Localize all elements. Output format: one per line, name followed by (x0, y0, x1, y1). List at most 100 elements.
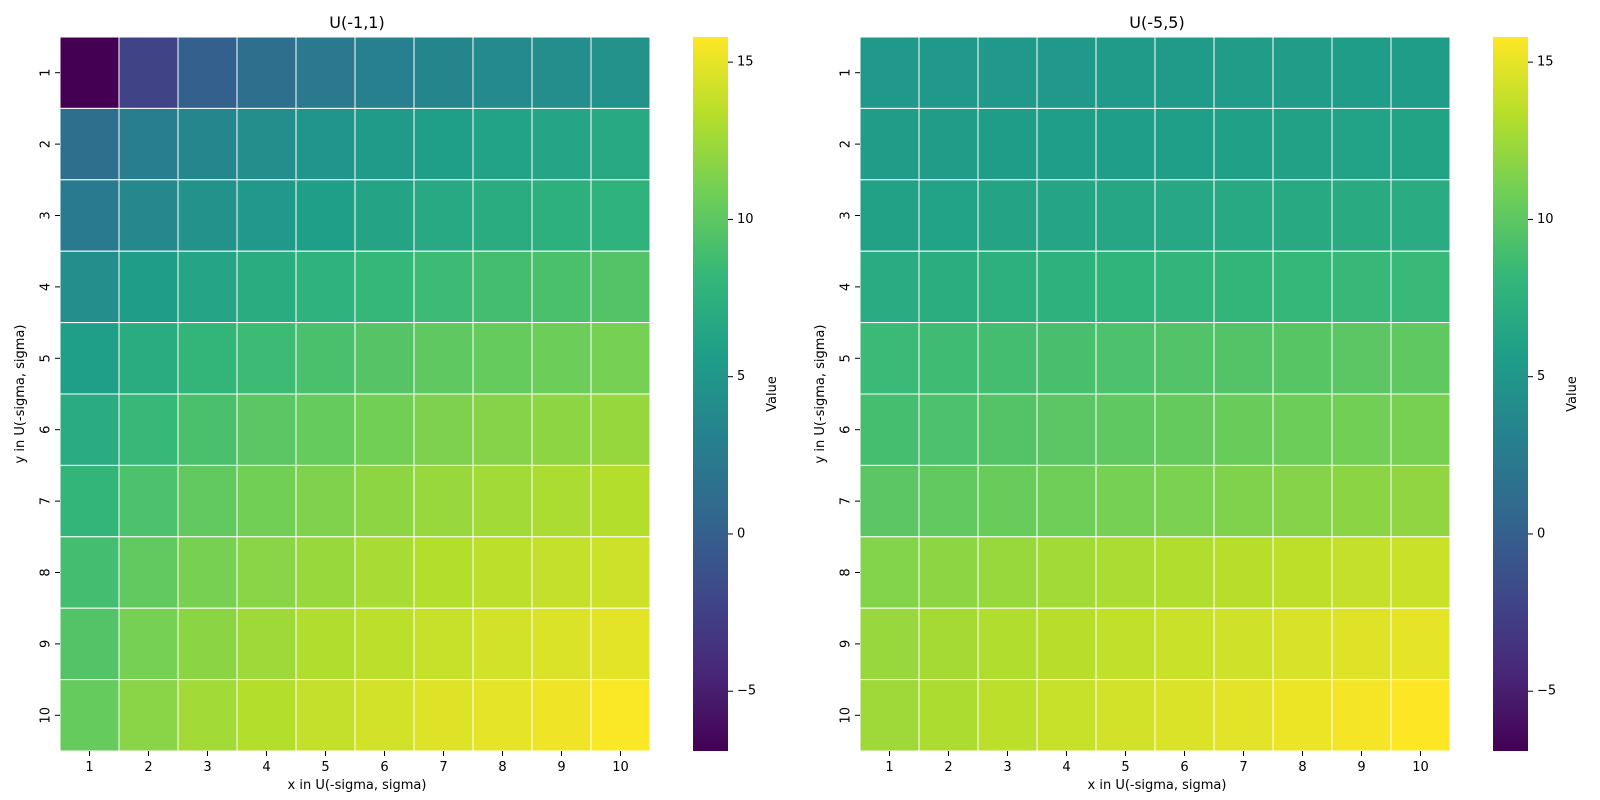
y-tick-label: 2 (39, 140, 54, 148)
heatmap-cell (1036, 250, 1097, 324)
y-tick-label: 6 (839, 426, 854, 434)
x-tick-label: 3 (203, 760, 211, 775)
heatmap-cell (177, 464, 238, 538)
heatmap-cell (472, 393, 533, 466)
heatmap-cell (1095, 179, 1156, 252)
heatmap-cell (354, 464, 415, 538)
heatmap-cell (472, 322, 533, 395)
heatmap-cell (236, 393, 297, 466)
heatmap-cell (531, 107, 592, 181)
heatmap-cell (1154, 679, 1215, 752)
heatmap-cell (1036, 393, 1097, 466)
heatmap-cell (354, 322, 415, 395)
y-tick-label: 3 (39, 211, 54, 219)
heatmap-cell (531, 322, 592, 395)
x-tick-label: 8 (498, 760, 506, 775)
heatmap-cell (918, 536, 979, 609)
heatmap-cell (590, 250, 651, 324)
heatmap-cell (977, 536, 1038, 609)
colorbar-tick-label: −5 (737, 684, 756, 699)
y-tick-label: 6 (39, 426, 54, 434)
heatmap-panel-1: U(-1,1) 1 2 3 4 5 6 7 8 9 10 1 2 3 4 5 6 7 8 9 10 x in U(-… (13, 13, 780, 793)
heatmap-cell (59, 250, 120, 324)
colorbar: −5 0 5 10 15 Value (1493, 37, 1580, 751)
heatmap-cell (1213, 250, 1274, 324)
heatmap-cell (118, 107, 179, 181)
y-tick-label: 1 (839, 69, 854, 77)
heatmap-cell (1390, 536, 1451, 609)
heatmap-cell (118, 607, 179, 681)
heatmap-cell (354, 179, 415, 252)
heatmap-cell (590, 36, 651, 109)
heatmap-cell (1095, 250, 1156, 324)
heatmap-cell (1331, 36, 1392, 109)
heatmap-cell (413, 36, 474, 109)
heatmap-cell (918, 679, 979, 752)
heatmap-cell (590, 107, 651, 181)
y-axis-label: y in U(-sigma, sigma) (13, 325, 28, 464)
heatmap-cell (918, 107, 979, 181)
heatmap-cell (1213, 679, 1274, 752)
heatmap-cell (1095, 679, 1156, 752)
colorbar-tick-label: 10 (737, 212, 754, 227)
heatmap-cell (1213, 393, 1274, 466)
heatmap-cell (413, 107, 474, 181)
heatmap-cell (859, 107, 920, 181)
y-tick-label: 2 (839, 140, 854, 148)
colorbar-ticks: −5 0 5 10 15 (1528, 55, 1556, 699)
heatmap-cell (1095, 464, 1156, 538)
y-tick-label: 4 (839, 283, 854, 291)
x-tick-label: 9 (1357, 760, 1365, 775)
heatmap-cell (977, 250, 1038, 324)
x-tick-label: 10 (612, 760, 629, 775)
heatmap-cell (977, 36, 1038, 109)
heatmap-cell (977, 464, 1038, 538)
heatmap-cell (236, 679, 297, 752)
heatmap-cell (1390, 607, 1451, 681)
heatmap-cell (1390, 322, 1451, 395)
y-tick-label: 5 (839, 354, 854, 362)
y-tick-label: 5 (39, 354, 54, 362)
heatmap-cell (295, 179, 356, 252)
heatmap-cell (118, 322, 179, 395)
heatmap-cell (977, 679, 1038, 752)
heatmap-cell (1331, 250, 1392, 324)
heatmap-cell (59, 179, 120, 252)
chart-title: U(-1,1) (329, 13, 384, 32)
heatmap-cell (859, 36, 920, 109)
x-tick-label: 5 (1121, 760, 1129, 775)
heatmap-panel-2: U(-5,5) 1 2 3 4 5 6 7 8 9 10 1 2 3 4 5 6 7 8 9 10 x in U(-… (813, 13, 1580, 793)
heatmap-cell (59, 679, 120, 752)
y-tick-label: 8 (39, 568, 54, 576)
y-ticks: 1 2 3 4 5 6 7 8 9 10 (839, 69, 860, 724)
y-tick-label: 7 (39, 497, 54, 505)
heatmap-cell (1390, 36, 1451, 109)
x-ticks: 1 2 3 4 5 6 7 8 9 10 (85, 751, 629, 775)
heatmap-cell (859, 536, 920, 609)
heatmap-cell (177, 250, 238, 324)
y-axis-label: y in U(-sigma, sigma) (813, 325, 828, 464)
colorbar-ticks: −5 0 5 10 15 (728, 55, 756, 699)
heatmap-cell (118, 36, 179, 109)
heatmap-cell (1272, 536, 1333, 609)
heatmap-cell (977, 179, 1038, 252)
heatmap-cell (59, 464, 120, 538)
heatmap-cell (413, 679, 474, 752)
heatmap-cell (472, 179, 533, 252)
heatmap-cell (531, 679, 592, 752)
colorbar-tick-label: 0 (737, 526, 745, 541)
heatmap-cell (118, 464, 179, 538)
heatmap-cell (590, 607, 651, 681)
heatmap-cell (295, 607, 356, 681)
heatmap-cell (1036, 179, 1097, 252)
heatmap-cell (859, 393, 920, 466)
x-tick-label: 6 (1180, 760, 1188, 775)
heatmap-cell (1154, 250, 1215, 324)
heatmap-cell (859, 250, 920, 324)
heatmap-cell (918, 393, 979, 466)
heatmap-cell (59, 536, 120, 609)
heatmap-cell (1154, 607, 1215, 681)
heatmap-cell (1095, 536, 1156, 609)
heatmap-cell (918, 607, 979, 681)
heatmap-cell (977, 393, 1038, 466)
